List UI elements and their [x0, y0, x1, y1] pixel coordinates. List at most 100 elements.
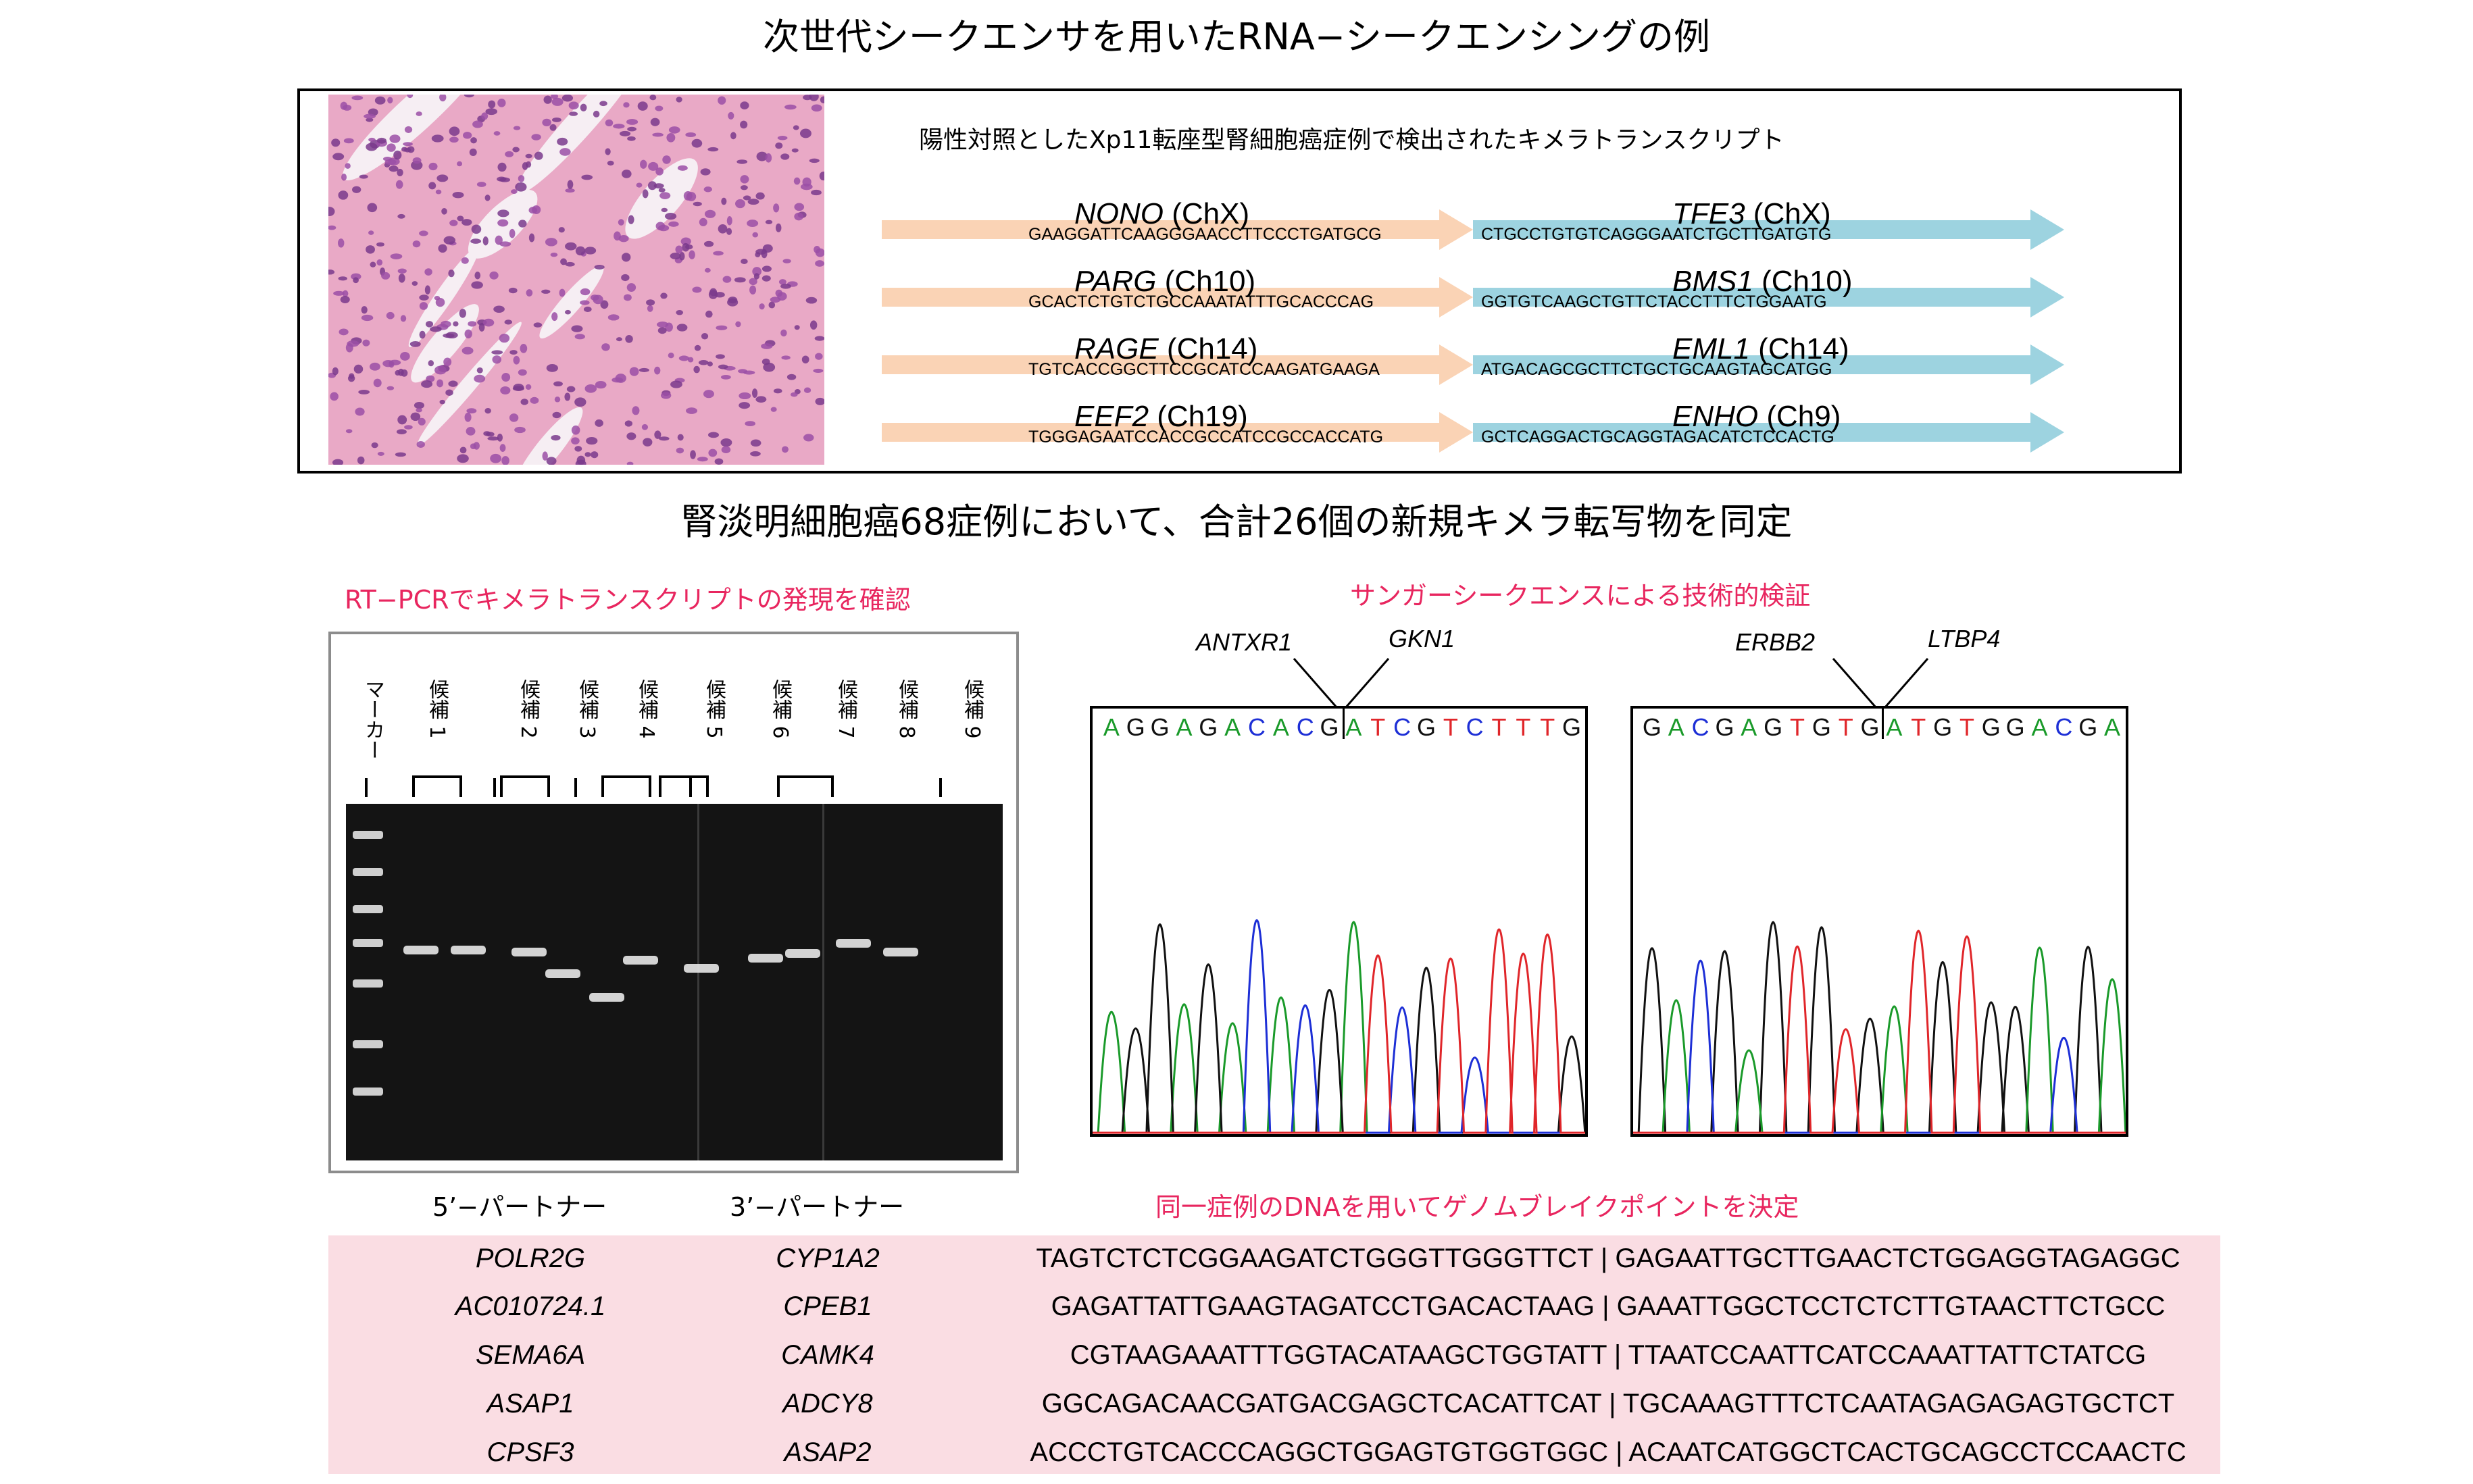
gel-band [785, 949, 820, 958]
nucleus [389, 134, 401, 143]
partner-3prime: ASAP2 [784, 1437, 872, 1467]
nucleus [800, 183, 813, 190]
nucleus [400, 351, 410, 361]
base-call: C [1296, 713, 1314, 741]
breakpoint-sequence: ACCCTGTCACCCAGGCTGGAGTGTGGTGGC | ACAATCA… [1030, 1437, 2187, 1467]
nucleus [541, 289, 551, 294]
nucleus [676, 309, 684, 315]
nucleus [656, 322, 669, 328]
nucleus [400, 315, 407, 322]
nucleus [621, 253, 631, 262]
nucleus [401, 147, 407, 152]
nucleus [361, 314, 374, 322]
base-call: T [1911, 713, 1926, 741]
nucleus [704, 267, 711, 273]
nucleus [533, 322, 543, 328]
nucleus [550, 252, 558, 257]
base-call: C [1466, 713, 1484, 741]
partner-3prime: CAMK4 [781, 1340, 874, 1370]
nucleus [668, 352, 674, 359]
nucleus [647, 305, 653, 312]
base-call: A [1224, 713, 1241, 741]
nucleus [449, 220, 458, 226]
nucleus [361, 306, 368, 314]
gene-3prime-label: ENHO (Ch9) [1672, 401, 1841, 432]
nucleus [397, 213, 405, 219]
nucleus [691, 138, 703, 148]
nucleus [373, 378, 382, 388]
marker-band [353, 831, 383, 839]
seq-3prime: CTGCCTGTGTCAGGGAATCTGCTTGATGTG [1481, 225, 1832, 244]
nucleus [639, 367, 649, 372]
nucleus [428, 182, 436, 190]
nucleus [625, 334, 633, 343]
gene-5prime-chr: (ChX) [1164, 197, 1250, 230]
gel-band [403, 946, 439, 954]
nucleus [690, 450, 696, 459]
base-call: G [1150, 713, 1170, 741]
nucleus [654, 430, 661, 439]
nucleus [716, 325, 728, 330]
nucleus [436, 174, 449, 182]
nucleus [485, 108, 498, 116]
gel-lane-label: 候補 2 [516, 679, 540, 739]
gene-5prime-name: PARG [1074, 265, 1157, 298]
nucleus [814, 336, 824, 341]
nucleus [481, 112, 489, 120]
nucleus [571, 325, 583, 332]
gel-band [451, 946, 486, 954]
base-call: G [1812, 713, 1831, 741]
breakpoint-line [1882, 709, 1884, 739]
nucleus [678, 355, 690, 361]
seq-5prime: TGTCACCGGCTTCCGCATCCAAGATGAAGA [1028, 360, 1380, 379]
table-header-5p: 5’−パートナー [432, 1192, 607, 1222]
nucleus [509, 413, 519, 422]
nucleus [708, 290, 718, 299]
arrow-5prime [882, 209, 1473, 250]
nucleus [636, 182, 643, 188]
nucleus [359, 174, 368, 179]
nucleus [331, 138, 341, 147]
nucleus [575, 246, 586, 256]
nucleus [428, 162, 438, 171]
nucleus [707, 361, 713, 367]
nucleus [546, 457, 557, 465]
nucleus [707, 147, 719, 152]
nucleus [755, 396, 767, 403]
nucleus [469, 148, 477, 157]
nucleus [820, 96, 824, 104]
nucleus [386, 311, 395, 319]
nucleus [512, 386, 524, 391]
nucleus [476, 367, 483, 374]
gene-3prime-chr: (Ch9) [1758, 400, 1841, 433]
lumen-space [411, 304, 479, 383]
nucleus [418, 417, 426, 426]
base-call: G [1715, 713, 1734, 741]
nucleus [495, 235, 503, 245]
breakpoint-heading: 同一症例のDNAを用いてゲノムブレイクポイントを決定 [1155, 1192, 1799, 1222]
nucleus [398, 368, 404, 376]
nucleus [528, 233, 535, 242]
base-call: T [1370, 713, 1386, 741]
nucleus [677, 434, 684, 441]
gene-5prime-chr: (Ch10) [1156, 265, 1256, 298]
nucleus [520, 344, 528, 353]
nucleus [641, 424, 649, 430]
nucleus [518, 220, 527, 228]
nucleus [780, 153, 790, 160]
nucleus [343, 104, 352, 111]
marker-band [353, 939, 383, 947]
base-call: A [1345, 713, 1362, 741]
nucleus [601, 343, 610, 351]
base-call: A [1272, 713, 1289, 741]
nucleus [404, 425, 413, 430]
nucleus [461, 219, 472, 226]
marker-band [353, 1040, 383, 1048]
rtpcr-heading: RT−PCRでキメラトランスクリプトの発現を確認 [345, 585, 911, 615]
nucleus [599, 101, 607, 107]
nucleus [740, 120, 748, 129]
nucleus [328, 225, 336, 230]
nucleus [387, 97, 393, 104]
nucleus [461, 347, 474, 355]
nucleus [735, 321, 741, 328]
